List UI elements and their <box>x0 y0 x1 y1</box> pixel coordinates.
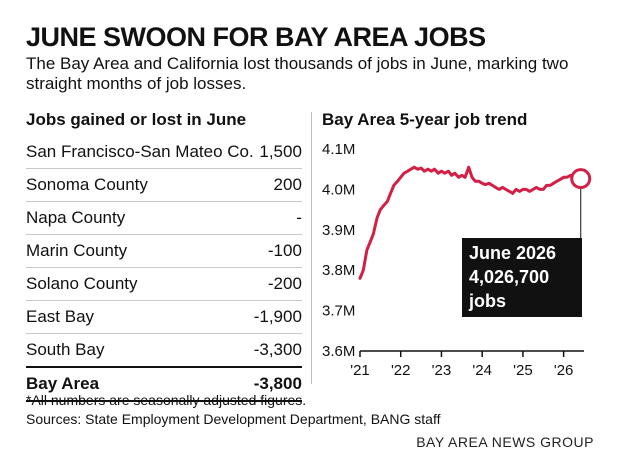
jobs-trend-line <box>358 165 583 280</box>
highlight-point <box>570 168 592 190</box>
x-tick-label: '23 <box>432 362 452 379</box>
jobs-table: San Francisco-San Mateo Co. 1,500 Sonoma… <box>26 136 302 402</box>
y-tick-label: 3.9M <box>322 222 355 239</box>
sources-note: Sources: State Employment Development De… <box>26 411 441 427</box>
subtitle: The Bay Area and California lost thousan… <box>26 54 569 93</box>
county-label: Marin County <box>26 234 254 268</box>
y-tick-label: 3.8M <box>322 262 355 279</box>
y-tick-label: 4.1M <box>322 141 355 158</box>
county-label: Sonoma County <box>26 168 254 202</box>
credit-line: BAY AREA NEWS GROUP <box>416 434 594 450</box>
county-label: Solano County <box>26 267 254 301</box>
y-tick-label: 3.6M <box>322 343 355 360</box>
total-value: -3,800 <box>253 366 302 402</box>
table-row: Napa County - <box>26 201 302 235</box>
callout-value: 4,026,700 <box>469 267 550 287</box>
x-tick-label: '25 <box>513 362 533 379</box>
table-total-row: Bay Area -3,800 <box>26 366 302 402</box>
county-value: 1,500 <box>253 136 302 169</box>
x-tick-label: '26 <box>554 362 574 379</box>
county-value: - <box>253 201 302 235</box>
june-callout: June 2026 4,026,700 jobs <box>462 238 582 317</box>
chart-title: Bay Area 5-year job trend <box>322 110 528 129</box>
table-row: Solano County -200 <box>26 267 302 301</box>
y-tick-label: 3.7M <box>322 303 355 320</box>
table-row: Sonoma County 200 <box>26 168 302 202</box>
county-value: -3,300 <box>253 333 302 368</box>
county-value: -200 <box>253 267 302 301</box>
table-row: South Bay -3,300 <box>26 333 302 368</box>
x-tick-label: '24 <box>472 362 492 379</box>
x-tick-label: '22 <box>391 362 411 379</box>
total-label: Bay Area <box>26 366 254 402</box>
county-label: San Francisco-San Mateo Co. <box>26 136 254 169</box>
county-label: Napa County <box>26 201 254 235</box>
footnote: *All numbers are seasonally adjusted fig… <box>26 392 307 408</box>
x-tick-label: '21 <box>350 362 370 379</box>
table-title: Jobs gained or lost in June <box>26 110 247 129</box>
county-value: 200 <box>253 168 302 202</box>
panel-divider <box>311 112 312 384</box>
county-value: -100 <box>253 234 302 268</box>
county-label: South Bay <box>26 333 254 368</box>
county-label: East Bay <box>26 300 254 334</box>
table-row: Marin County -100 <box>26 234 302 268</box>
callout-date: June 2026 <box>469 243 557 263</box>
table-row: San Francisco-San Mateo Co. 1,500 <box>26 136 302 169</box>
county-value: -1,900 <box>253 300 302 334</box>
headline: JUNE SWOON FOR BAY AREA JOBS <box>26 22 486 52</box>
table-row: East Bay -1,900 <box>26 300 302 334</box>
callout-unit: jobs <box>469 291 507 311</box>
y-tick-label: 4.0M <box>322 181 355 198</box>
